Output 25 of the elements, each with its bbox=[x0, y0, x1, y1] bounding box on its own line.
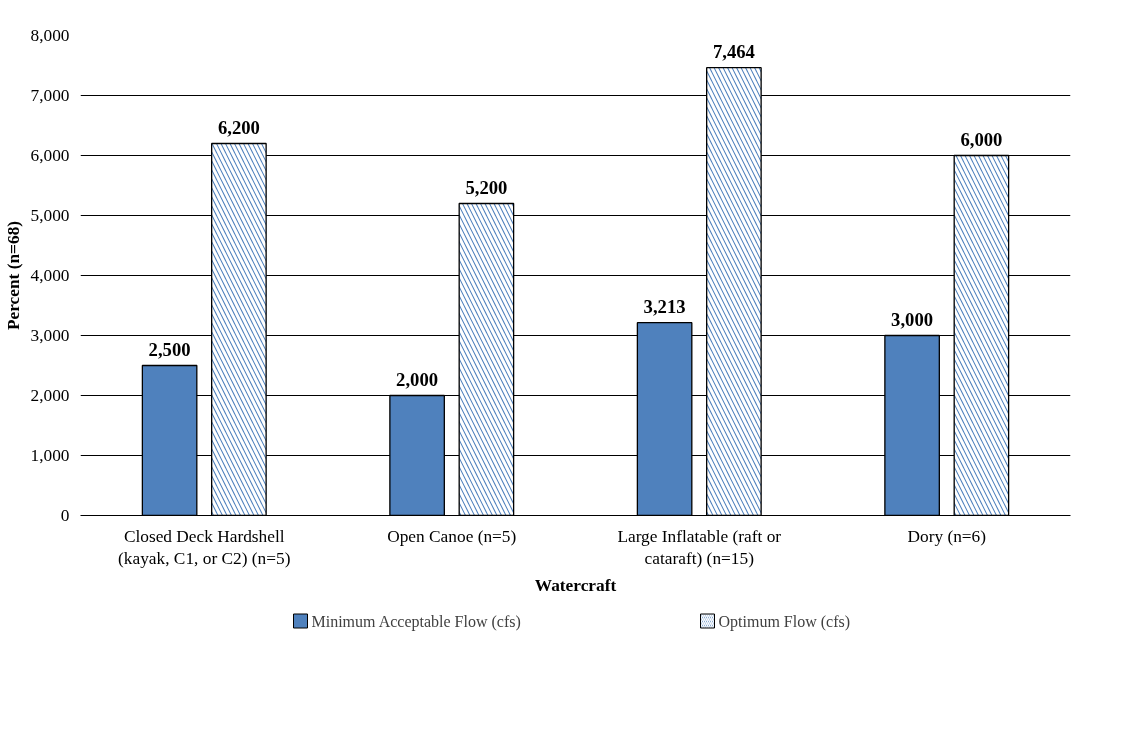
data-label: 2,500 bbox=[148, 338, 191, 360]
y-tick-label: 5,000 bbox=[30, 206, 70, 225]
legend-label: Minimum Acceptable Flow (cfs) bbox=[311, 612, 521, 631]
x-tick-label: Dory (n=6) bbox=[907, 526, 987, 546]
y-tick-label: 1,000 bbox=[30, 446, 70, 465]
y-tick-label: 0 bbox=[60, 506, 70, 525]
x-tick-label: Closed Deck Hardshell (kayak, C1, or C2) (n=5) bbox=[118, 526, 291, 569]
data-label: 2,000 bbox=[396, 368, 439, 390]
y-tick-label: 4,000 bbox=[30, 266, 70, 285]
x-tick-label: Open Canoe (n=5) bbox=[387, 526, 517, 546]
y-axis-title: Percent (n=68) bbox=[3, 220, 23, 331]
data-label: 6,000 bbox=[960, 128, 1003, 150]
data-label: 6,200 bbox=[217, 116, 260, 138]
data-label: 5,200 bbox=[465, 176, 508, 198]
data-label: 3,000 bbox=[891, 308, 934, 330]
x-tick-label: Large Inflatable (raft or cataraft) (n=15) bbox=[617, 526, 782, 569]
x-axis-title: Watercraft bbox=[534, 576, 617, 596]
y-tick-label: 3,000 bbox=[30, 326, 70, 345]
legend-label: Optimum Flow (cfs) bbox=[718, 612, 851, 631]
y-tick-label: 7,000 bbox=[30, 86, 70, 105]
data-label: 7,464 bbox=[712, 40, 755, 62]
data-label: 3,213 bbox=[643, 295, 686, 317]
y-tick-label: 2,000 bbox=[30, 386, 70, 405]
y-tick-label: 6,000 bbox=[30, 146, 70, 165]
y-tick-label: 8,000 bbox=[30, 26, 70, 45]
